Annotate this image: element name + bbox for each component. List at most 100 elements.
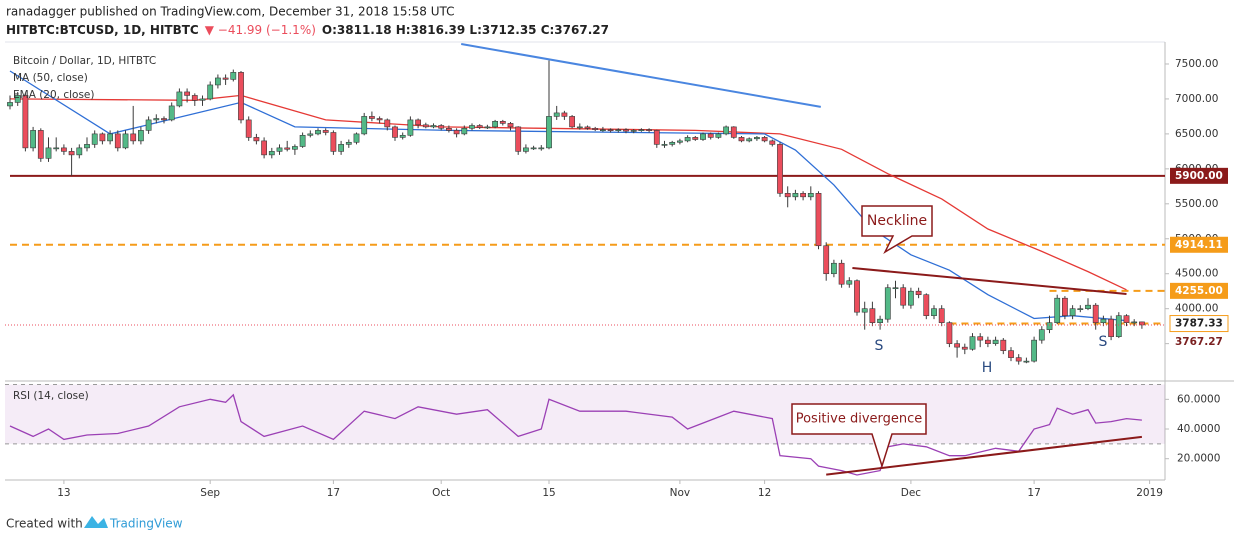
x-tick-label: Dec	[901, 487, 922, 499]
candle-body	[784, 193, 791, 198]
rsi-legend-title: RSI (14, close)	[13, 390, 89, 402]
candle-body	[469, 125, 475, 129]
publisher: ranadagger published on TradingView.com,…	[6, 5, 454, 19]
moving-average	[9, 70, 1127, 322]
footer-text: Created with	[6, 517, 83, 531]
callout-box	[791, 403, 927, 469]
candle-body	[938, 308, 945, 323]
price-badge	[1170, 333, 1228, 350]
candle-body	[30, 130, 36, 149]
candle-body	[307, 133, 314, 136]
candle-body	[453, 130, 460, 135]
candle-body	[592, 127, 599, 130]
candle-body	[1008, 350, 1014, 358]
symbol-line: HITBTC:BTCUSD, 1D, HITBTC ▼ −41.99 (−1.1%…	[6, 23, 609, 37]
candle-body	[45, 147, 52, 159]
candle-body	[653, 130, 660, 145]
candle-body	[700, 133, 706, 140]
candle-body	[268, 151, 275, 156]
candle-body	[515, 126, 522, 152]
candle-body	[538, 147, 545, 150]
candle-body	[384, 119, 391, 128]
y-tick-label: 60.0000	[1177, 393, 1220, 405]
rsi-pane: 60.0000 40.0000 20.0000	[5, 383, 1220, 476]
candle-body	[738, 137, 745, 142]
candle-body	[438, 125, 445, 129]
candle-body	[14, 95, 21, 103]
logo	[84, 516, 108, 528]
candle-body	[368, 116, 375, 119]
candle-body	[107, 133, 113, 142]
candle-body	[553, 112, 560, 117]
candle-body	[1031, 339, 1037, 362]
candle-body	[1139, 321, 1145, 326]
candle-body	[184, 91, 190, 96]
annotation: Neckline	[867, 213, 927, 229]
candle-body	[153, 118, 160, 121]
candle-body	[399, 134, 406, 138]
candle-body	[507, 123, 514, 128]
candle-body	[692, 137, 699, 140]
candle-body	[345, 141, 352, 145]
candle-body	[330, 132, 337, 152]
candle-body	[707, 133, 714, 138]
annotation: S	[1099, 334, 1108, 350]
candle-body	[1038, 329, 1045, 341]
candle-body	[415, 119, 421, 126]
candle-body	[215, 77, 221, 86]
candle-body	[1062, 297, 1068, 316]
candle-body	[676, 140, 683, 143]
candle-body	[869, 308, 876, 323]
candle-body	[907, 290, 914, 306]
legend-entry: EMA (20, close)	[13, 89, 95, 101]
candle-body	[222, 77, 229, 80]
candle-body	[60, 147, 67, 152]
candle-body	[623, 129, 629, 132]
candle-body	[892, 287, 899, 290]
trendline	[826, 435, 1143, 476]
candle-body	[753, 137, 760, 140]
candle-body	[546, 116, 552, 149]
candle-body	[284, 147, 291, 150]
candle-body	[1123, 315, 1130, 323]
candle-body	[522, 147, 529, 152]
price-badge	[1170, 282, 1228, 299]
candle-body	[1000, 339, 1007, 351]
trendline	[461, 43, 821, 108]
price-pane: 7500.007000.006500.006000.005500.005000.…	[5, 58, 1218, 499]
candle-body	[230, 72, 237, 80]
candle-body	[376, 118, 383, 121]
candle-body	[1069, 308, 1076, 316]
candle-body	[445, 127, 452, 131]
candle-body	[91, 133, 98, 145]
y-tick-label: 20.0000	[1177, 453, 1220, 465]
candle-body	[669, 141, 676, 145]
candle-body	[723, 126, 729, 135]
candle-body	[1092, 304, 1099, 323]
candle-body	[114, 133, 121, 149]
candle-body	[168, 105, 175, 121]
candle-body	[1054, 297, 1061, 323]
candle-body	[646, 129, 652, 131]
candle-body	[353, 133, 360, 143]
candle-body	[900, 287, 907, 306]
candle-body	[476, 125, 483, 128]
y-tick-label: 6500.00	[1175, 128, 1218, 140]
candle-body	[746, 138, 753, 142]
legend-entry: MA (50, close)	[13, 72, 88, 84]
candle-body	[715, 133, 722, 138]
candle-body	[392, 126, 398, 138]
candle-body	[138, 130, 144, 142]
price-badge	[1170, 167, 1228, 184]
footer-brand: TradingView	[109, 517, 183, 531]
candle-body	[1077, 308, 1084, 310]
candle-body	[884, 287, 891, 320]
candle-body	[792, 193, 799, 198]
candle-body	[977, 336, 984, 341]
candle-body	[730, 126, 737, 138]
candle-body	[761, 137, 768, 142]
candle-body	[1023, 360, 1030, 363]
trendline	[852, 267, 1127, 295]
candle-body	[76, 147, 83, 156]
